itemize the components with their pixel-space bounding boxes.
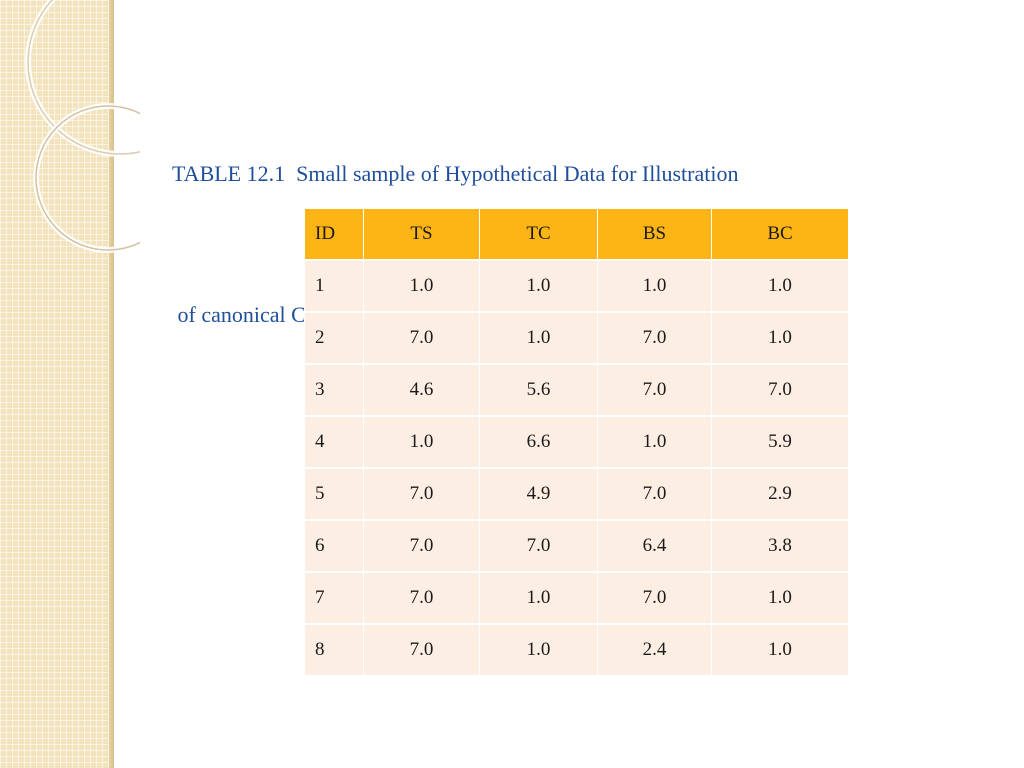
table-cell: 4.6 [363, 363, 480, 417]
table-cell: 7.0 [597, 311, 712, 365]
column-header-bs: BS [597, 208, 712, 261]
table-row: 6 7.0 7.0 6.4 3.8 [304, 519, 849, 573]
table-cell: 7.0 [597, 571, 712, 625]
table-cell: 5.6 [479, 363, 598, 417]
column-header-tc: TC [479, 208, 598, 261]
table-cell: 1.0 [479, 259, 598, 313]
decorative-rings [25, 0, 140, 253]
table-cell: 7.0 [363, 623, 480, 676]
table-row: 4 1.0 6.6 1.0 5.9 [304, 415, 849, 469]
table-cell: 1.0 [363, 259, 480, 313]
slide-title-line-1: TABLE 12.1 Small sample of Hypothetical … [172, 161, 739, 186]
table-cell: 7.0 [597, 467, 712, 521]
table-cell: 1.0 [479, 311, 598, 365]
table-row: 7 7.0 1.0 7.0 1.0 [304, 571, 849, 625]
table-cell: 1.0 [363, 415, 480, 469]
table-row: 3 4.6 5.6 7.0 7.0 [304, 363, 849, 417]
table-cell: 1.0 [711, 259, 849, 313]
table-cell: 3.8 [711, 519, 849, 573]
table-cell: 6.6 [479, 415, 598, 469]
column-header-bc: BC [711, 208, 849, 261]
table-cell: 3 [304, 363, 364, 417]
table-cell: 8 [304, 623, 364, 676]
table-row: 1 1.0 1.0 1.0 1.0 [304, 259, 849, 313]
table-cell: 7.0 [479, 519, 598, 573]
data-table: ID TS TC BS BC 1 1.0 1.0 1.0 1.0 2 7.0 1… [304, 208, 849, 676]
table-cell: 1.0 [711, 571, 849, 625]
table-cell: 5 [304, 467, 364, 521]
table-cell: 7.0 [363, 311, 480, 365]
table-cell: 5.9 [711, 415, 849, 469]
table-cell: 1.0 [597, 259, 712, 313]
table-cell: 7.0 [363, 519, 480, 573]
table-cell: 2.4 [597, 623, 712, 676]
table-row: 8 7.0 1.0 2.4 1.0 [304, 623, 849, 676]
table-cell: 6.4 [597, 519, 712, 573]
table-cell: 6 [304, 519, 364, 573]
table-cell: 4 [304, 415, 364, 469]
table-cell: 7.0 [597, 363, 712, 417]
table-cell: 1.0 [711, 623, 849, 676]
side-strip-edge [109, 0, 114, 768]
table-cell: 7.0 [363, 571, 480, 625]
table-cell: 1 [304, 259, 364, 313]
table-cell: 1.0 [597, 415, 712, 469]
table-cell: 1.0 [479, 623, 598, 676]
table-row: 2 7.0 1.0 7.0 1.0 [304, 311, 849, 365]
column-header-ts: TS [363, 208, 480, 261]
table-cell: 4.9 [479, 467, 598, 521]
table-cell: 1.0 [711, 311, 849, 365]
table-cell: 7 [304, 571, 364, 625]
table-cell: 7.0 [363, 467, 480, 521]
table-cell: 2 [304, 311, 364, 365]
column-header-id: ID [304, 208, 364, 261]
table-header-row: ID TS TC BS BC [304, 208, 849, 261]
table-cell: 7.0 [711, 363, 849, 417]
table-cell: 1.0 [479, 571, 598, 625]
table-row: 5 7.0 4.9 7.0 2.9 [304, 467, 849, 521]
table-cell: 2.9 [711, 467, 849, 521]
